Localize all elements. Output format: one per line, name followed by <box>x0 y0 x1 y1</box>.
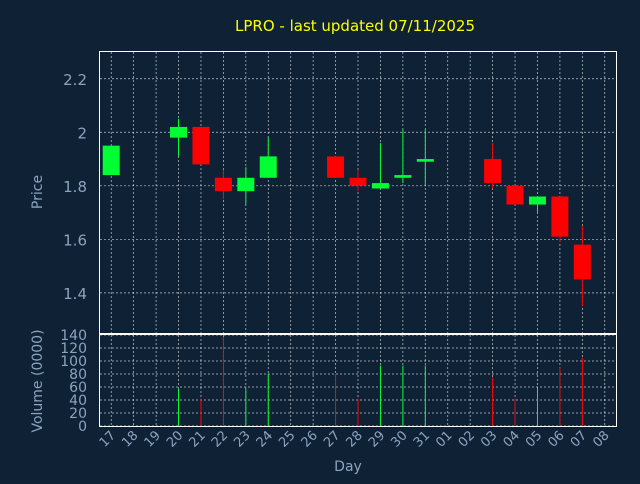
volume-tick-label: 20 <box>69 406 87 422</box>
x-tick-label: 26 <box>299 428 321 450</box>
volume-tick-label: 40 <box>69 393 87 409</box>
price-tick-label: 2 <box>77 124 87 142</box>
x-tick-label: 29 <box>366 428 388 450</box>
volume-tick-label: 60 <box>69 380 87 396</box>
candle-body <box>506 185 524 205</box>
x-tick-label: 27 <box>321 428 343 450</box>
candle-body <box>170 126 188 138</box>
candle-body <box>192 126 210 165</box>
x-tick-label: 04 <box>501 428 523 450</box>
x-tick-label: 06 <box>545 428 567 450</box>
x-tick-label: 01 <box>433 428 455 450</box>
x-tick-label: 08 <box>590 428 612 450</box>
volume-axis-label: Volume (0000) <box>30 329 46 432</box>
x-tick-label: 22 <box>209 428 231 450</box>
x-axis-label: Day <box>334 459 362 475</box>
x-tick-label: 28 <box>344 428 366 450</box>
price-axis-label: Price <box>30 175 46 209</box>
volume-tick-label: 120 <box>60 341 87 357</box>
volume-tick-label: 100 <box>60 354 87 370</box>
x-tick-label: 02 <box>456 428 478 450</box>
x-tick-label: 23 <box>231 428 253 450</box>
x-tick-label: 21 <box>186 428 208 450</box>
price-tick-label: 1.4 <box>63 285 87 303</box>
volume-tick-label: 80 <box>69 367 87 383</box>
x-tick-labels: 17 18 19 20 21 22 23 24 25 26 27 28 29 30 31 01 02 03 04 05… <box>97 428 613 450</box>
candle-body <box>394 175 412 178</box>
price-tick-label: 1.8 <box>63 178 87 196</box>
candle-body <box>327 156 345 178</box>
candle-body <box>484 159 502 184</box>
x-tick-label: 07 <box>568 428 590 450</box>
x-tick-label: 03 <box>478 428 500 450</box>
candles <box>102 118 591 307</box>
x-tick-label: 30 <box>388 428 410 450</box>
candle-body <box>237 177 255 192</box>
candle-body <box>551 196 569 237</box>
candle-body <box>416 159 434 162</box>
x-tick-label: 18 <box>119 428 141 450</box>
chart-title: LPRO - last updated 07/11/2025 <box>235 17 475 35</box>
x-tick-label: 19 <box>142 428 164 450</box>
x-tick-label: 05 <box>523 428 545 450</box>
volume-tick-label: 140 <box>60 328 87 344</box>
candle-body <box>371 183 389 189</box>
candle-body <box>259 156 277 178</box>
volume-bars <box>178 336 583 426</box>
volume-tick-label: 0 <box>78 419 87 435</box>
price-tick-label: 2.2 <box>63 71 87 89</box>
x-tick-label: 31 <box>411 428 433 450</box>
candle-body <box>214 177 232 192</box>
volume-panel-frame <box>99 334 617 427</box>
candle-body <box>573 244 591 280</box>
candle-body <box>349 177 367 186</box>
x-tick-label: 24 <box>254 428 276 450</box>
price-tick-labels: 1.4 1.6 1.8 2 2.2 <box>63 71 87 303</box>
x-tick-label: 20 <box>164 428 186 450</box>
price-panel-frame <box>99 51 617 334</box>
x-tick-label: 17 <box>97 428 119 450</box>
price-tick-label: 1.6 <box>63 231 87 249</box>
candle-body <box>528 196 546 205</box>
x-tick-label: 25 <box>276 428 298 450</box>
candle-body <box>102 145 120 176</box>
price-gridlines <box>100 52 616 333</box>
